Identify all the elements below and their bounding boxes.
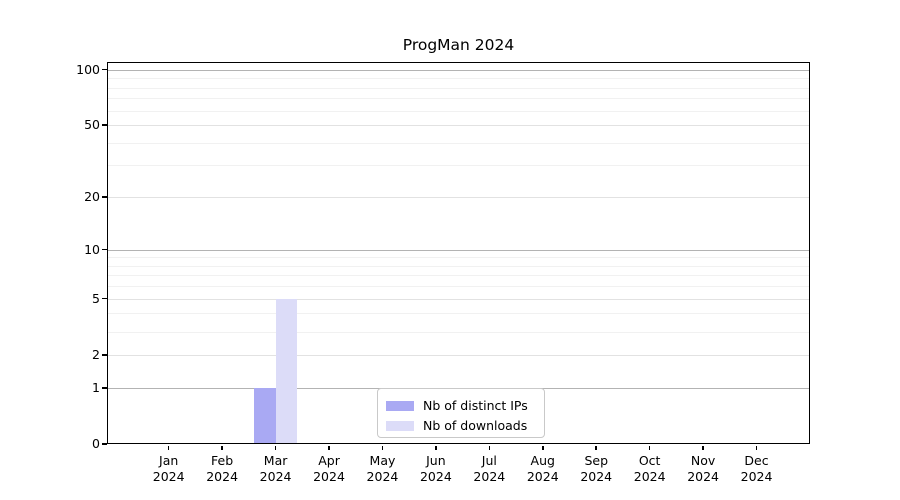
y-tick-label: 10 xyxy=(84,241,100,257)
gridline-decade xyxy=(108,69,809,71)
y-tick-mark xyxy=(102,196,107,198)
gridline-minor xyxy=(108,313,809,315)
plot-box-spines xyxy=(107,62,810,444)
bar-nb-of-distinct-ips-mar xyxy=(254,387,276,444)
x-tick-label: Aug 2024 xyxy=(526,453,559,484)
x-tick-mark xyxy=(542,445,544,450)
y-tick-label: 0 xyxy=(92,436,100,451)
y-tick-label: 20 xyxy=(84,189,100,205)
gridline-minor xyxy=(108,110,809,112)
y-tick-label: 2 xyxy=(92,346,100,362)
gridline-minor xyxy=(108,331,809,333)
gridline-minor xyxy=(108,275,809,277)
gridline-minor xyxy=(108,165,809,167)
gridline-major xyxy=(108,298,809,300)
legend-item: Nb of distinct IPs xyxy=(378,396,544,416)
gridline-minor xyxy=(108,257,809,259)
x-tick-mark xyxy=(221,445,223,450)
x-tick-mark xyxy=(488,445,491,450)
x-tick-mark xyxy=(755,445,758,450)
y-tick-mark xyxy=(102,297,107,300)
x-tick-label: Jun 2024 xyxy=(419,453,452,484)
x-tick-label: Mar 2024 xyxy=(259,453,292,484)
legend: Nb of distinct IPs Nb of downloads xyxy=(377,388,545,438)
chart-title: ProgMan 2024 xyxy=(402,36,515,54)
legend-swatch xyxy=(386,421,414,431)
gridline-major xyxy=(108,354,809,356)
x-tick-mark xyxy=(274,445,277,450)
bar-nb-of-downloads-mar xyxy=(275,298,297,444)
legend-label: Nb of downloads xyxy=(423,418,528,433)
gridline-decade xyxy=(108,249,809,251)
x-tick-label: Apr 2024 xyxy=(313,453,345,484)
legend-label: Nb of distinct IPs xyxy=(423,398,528,413)
x-tick-label: May 2024 xyxy=(366,453,399,484)
x-tick-mark xyxy=(167,445,170,450)
x-tick-label: Oct 2024 xyxy=(633,453,666,484)
x-tick-mark xyxy=(381,445,384,450)
gridline-major xyxy=(108,197,809,199)
legend-swatch xyxy=(386,401,414,411)
y-tick-mark xyxy=(102,248,107,251)
y-tick-mark xyxy=(102,443,107,445)
gridline-minor xyxy=(108,286,809,288)
x-tick-label: Nov 2024 xyxy=(687,453,719,484)
gridline-minor xyxy=(108,87,809,89)
y-tick-mark xyxy=(102,354,107,356)
x-tick-label: Jul 2024 xyxy=(473,453,506,484)
x-tick-mark xyxy=(702,445,704,450)
y-tick-mark xyxy=(102,387,107,389)
gridline-minor xyxy=(108,78,809,80)
gridline-major xyxy=(108,125,809,127)
y-tick-label: 1 xyxy=(92,379,100,395)
x-tick-mark xyxy=(435,445,437,450)
y-tick-label: 50 xyxy=(84,117,100,133)
x-tick-mark xyxy=(328,445,330,450)
y-tick-mark xyxy=(102,124,107,126)
gridline-minor xyxy=(108,98,809,100)
y-tick-label: 100 xyxy=(76,61,100,77)
y-tick-label: 5 xyxy=(92,290,100,306)
x-tick-label: Dec 2024 xyxy=(740,453,773,484)
x-tick-label: Sep 2024 xyxy=(580,453,613,484)
legend-item: Nb of downloads xyxy=(378,416,544,436)
gridline-minor xyxy=(108,142,809,144)
y-tick-mark xyxy=(102,68,107,71)
x-tick-mark xyxy=(595,445,597,450)
gridline-minor xyxy=(108,265,809,267)
x-tick-label: Feb 2024 xyxy=(206,453,239,484)
x-tick-mark xyxy=(648,445,651,450)
x-tick-label: Jan 2024 xyxy=(152,453,185,484)
